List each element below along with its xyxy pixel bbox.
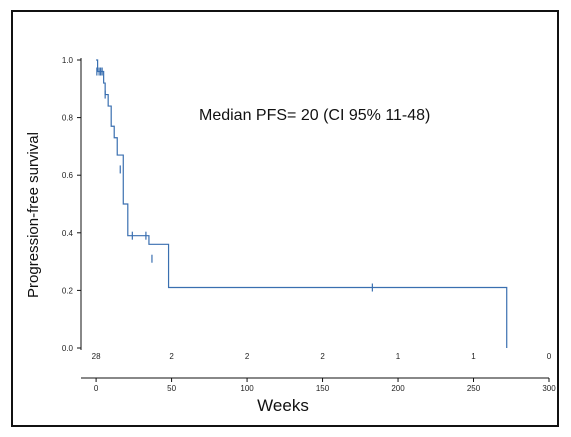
km-chart: 0.0 0.2 0.4 0.6 0.8 1.0 0 50 100 150 200 250 300 28 2 2… xyxy=(25,56,556,415)
x-tick-label: 50 xyxy=(167,384,176,393)
y-tick-label: 1.0 xyxy=(62,56,74,65)
x-tick-label: 0 xyxy=(94,384,99,393)
at-risk-label: 2 xyxy=(320,352,325,361)
x-tick-label: 100 xyxy=(240,384,254,393)
x-tick-label: 250 xyxy=(467,384,481,393)
y-tick-label: 0.2 xyxy=(62,286,74,295)
y-tick-label: 0.8 xyxy=(62,114,74,123)
x-tick-label: 200 xyxy=(391,384,405,393)
km-curve xyxy=(96,59,508,348)
plot-area xyxy=(96,59,508,348)
x-tick-label: 300 xyxy=(542,384,556,393)
y-tick-label: 0.0 xyxy=(62,344,74,353)
axes: 0.0 0.2 0.4 0.6 0.8 1.0 0 50 100 150 200 250 300 28 2 2… xyxy=(62,56,556,393)
at-risk-label: 0 xyxy=(547,352,552,361)
y-tick-label: 0.4 xyxy=(62,229,74,238)
x-axis-title: Weeks xyxy=(257,396,309,415)
y-axis-title: Progression-free survival xyxy=(25,132,42,298)
at-risk-label: 2 xyxy=(245,352,250,361)
x-tick-label: 150 xyxy=(316,384,330,393)
at-risk-label: 1 xyxy=(396,352,401,361)
at-risk-label: 28 xyxy=(92,352,101,361)
y-tick-label: 0.6 xyxy=(62,171,74,180)
at-risk-label: 2 xyxy=(169,352,174,361)
median-annotation: Median PFS= 20 (CI 95% 11-48) xyxy=(199,107,430,124)
at-risk-label: 1 xyxy=(471,352,476,361)
chart-frame: 0.0 0.2 0.4 0.6 0.8 1.0 0 50 100 150 200 250 300 28 2 2… xyxy=(11,10,559,427)
